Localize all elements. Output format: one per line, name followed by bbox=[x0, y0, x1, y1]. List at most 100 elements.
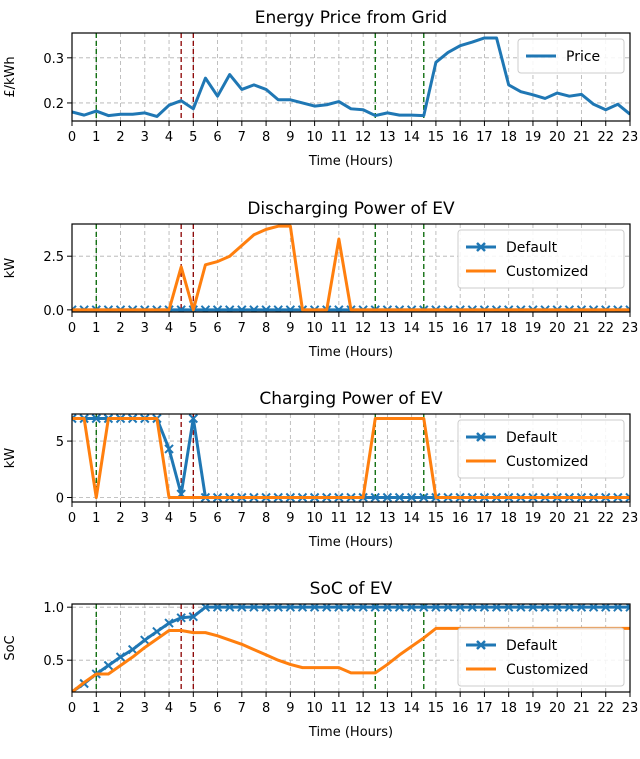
y-axis-label: SoC bbox=[3, 635, 18, 660]
y-tick-label: 0.2 bbox=[43, 97, 64, 112]
plot-frame bbox=[71, 603, 631, 693]
data-point bbox=[285, 305, 296, 312]
chart-title: Discharging Power of EV bbox=[247, 199, 455, 219]
data-point bbox=[164, 618, 174, 628]
x-tick-label: 7 bbox=[238, 321, 246, 336]
x-tick-label: 6 bbox=[213, 701, 221, 716]
data-point bbox=[382, 492, 393, 502]
x-tick-label: 5 bbox=[189, 130, 197, 145]
legend-marker bbox=[476, 242, 486, 252]
x-tick-label: 5 bbox=[189, 701, 197, 716]
x-tick-label: 8 bbox=[262, 321, 270, 336]
x-tick-label: 23 bbox=[622, 511, 639, 526]
x-tick-label: 9 bbox=[286, 701, 294, 716]
y-axis-label: kW bbox=[3, 448, 18, 469]
x-tick-label: 9 bbox=[286, 321, 294, 336]
x-tick-label: 5 bbox=[189, 511, 197, 526]
data-point bbox=[72, 414, 77, 424]
x-tick-label: 16 bbox=[452, 701, 469, 716]
legend-label: Price bbox=[566, 49, 600, 65]
x-axis-label: Time (Hours) bbox=[308, 345, 393, 360]
x-tick-label: 14 bbox=[403, 130, 420, 145]
x-tick-label: 19 bbox=[525, 511, 542, 526]
data-point bbox=[176, 613, 186, 623]
x-tick-label: 18 bbox=[500, 511, 517, 526]
x-tick-label: 3 bbox=[141, 130, 149, 145]
x-tick-label: 5 bbox=[189, 321, 197, 336]
x-tick-label: 15 bbox=[428, 701, 445, 716]
x-tick-label: 3 bbox=[141, 511, 149, 526]
x-tick-label: 3 bbox=[141, 321, 149, 336]
x-tick-label: 17 bbox=[476, 321, 493, 336]
data-point bbox=[394, 492, 405, 502]
x-tick-label: 21 bbox=[573, 511, 590, 526]
y-tick-label: 0.5 bbox=[43, 654, 64, 669]
x-tick-label: 1 bbox=[92, 701, 100, 716]
series-line-price bbox=[72, 36, 630, 118]
x-tick-label: 22 bbox=[597, 130, 614, 145]
x-tick-label: 11 bbox=[331, 130, 348, 145]
x-tick-label: 8 bbox=[262, 511, 270, 526]
x-tick-label: 17 bbox=[476, 130, 493, 145]
chart-title: Charging Power of EV bbox=[259, 389, 443, 409]
data-point bbox=[164, 444, 174, 454]
x-tick-label: 3 bbox=[141, 701, 149, 716]
x-tick-label: 4 bbox=[165, 701, 173, 716]
x-tick-label: 15 bbox=[428, 511, 445, 526]
x-tick-label: 10 bbox=[306, 511, 323, 526]
x-tick-label: 12 bbox=[355, 321, 372, 336]
x-tick-label: 10 bbox=[306, 701, 323, 716]
chart-title: SoC of EV bbox=[310, 579, 393, 599]
data-point bbox=[625, 305, 630, 312]
data-point bbox=[103, 660, 114, 671]
x-tick-label: 9 bbox=[286, 130, 294, 145]
legend-label: Default bbox=[506, 430, 558, 446]
x-tick-label: 7 bbox=[238, 511, 246, 526]
x-tick-label: 18 bbox=[500, 701, 517, 716]
subplot-1: Discharging Power of EV0 1 2 3 4 5 6 7 8 9 10 11 12 1… bbox=[3, 199, 638, 360]
data-point bbox=[419, 492, 429, 502]
legend-label: Customized bbox=[506, 264, 588, 280]
data-point bbox=[188, 612, 199, 622]
legend: Price bbox=[517, 38, 625, 74]
x-tick-label: 0 bbox=[68, 701, 76, 716]
y-axis-label: £/kWh bbox=[3, 56, 18, 97]
x-tick-label: 4 bbox=[165, 321, 173, 336]
plot-frame bbox=[71, 223, 631, 313]
x-tick-label: 11 bbox=[331, 321, 348, 336]
x-tick-label: 20 bbox=[549, 511, 566, 526]
x-tick-label: 18 bbox=[500, 130, 517, 145]
x-tick-label: 12 bbox=[355, 511, 372, 526]
x-tick-label: 20 bbox=[549, 321, 566, 336]
x-tick-label: 22 bbox=[597, 701, 614, 716]
x-tick-label: 21 bbox=[573, 130, 590, 145]
x-tick-label: 23 bbox=[622, 130, 639, 145]
data-point bbox=[406, 492, 417, 502]
plot-frame bbox=[71, 32, 631, 122]
x-axis-label: Time (Hours) bbox=[308, 725, 393, 740]
x-axis-label: Time (Hours) bbox=[308, 535, 393, 550]
chart-title: Energy Price from Grid bbox=[255, 8, 447, 28]
data-point bbox=[115, 652, 126, 662]
x-tick-label: 23 bbox=[622, 321, 639, 336]
x-tick-label: 13 bbox=[379, 511, 396, 526]
x-tick-label: 20 bbox=[549, 701, 566, 716]
x-tick-label: 16 bbox=[452, 321, 469, 336]
x-tick-label: 1 bbox=[92, 130, 100, 145]
data-point bbox=[140, 635, 150, 645]
y-tick-label: 0.3 bbox=[43, 52, 64, 67]
legend-label: Default bbox=[506, 638, 558, 654]
legend-label: Default bbox=[506, 240, 558, 256]
x-tick-label: 20 bbox=[549, 130, 566, 145]
x-tick-label: 21 bbox=[573, 321, 590, 336]
x-tick-label: 9 bbox=[286, 511, 294, 526]
x-tick-label: 8 bbox=[262, 130, 270, 145]
x-tick-label: 18 bbox=[500, 321, 517, 336]
y-tick-label: 1.0 bbox=[43, 601, 64, 616]
x-tick-label: 1 bbox=[92, 511, 100, 526]
x-tick-label: 22 bbox=[597, 321, 614, 336]
x-tick-label: 14 bbox=[403, 701, 420, 716]
x-tick-label: 12 bbox=[355, 701, 372, 716]
data-point bbox=[237, 305, 247, 312]
